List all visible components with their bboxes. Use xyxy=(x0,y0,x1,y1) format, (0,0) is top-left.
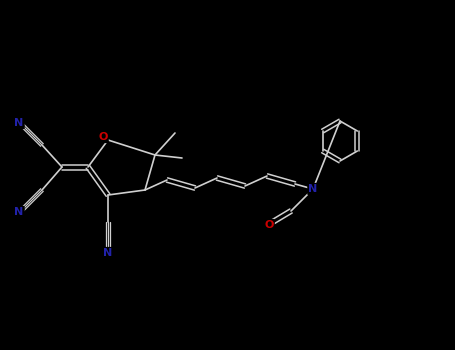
Text: N: N xyxy=(103,248,113,258)
Text: N: N xyxy=(15,118,24,128)
Text: N: N xyxy=(308,184,318,194)
Text: N: N xyxy=(15,207,24,217)
Text: O: O xyxy=(98,132,108,142)
Text: O: O xyxy=(264,220,274,230)
